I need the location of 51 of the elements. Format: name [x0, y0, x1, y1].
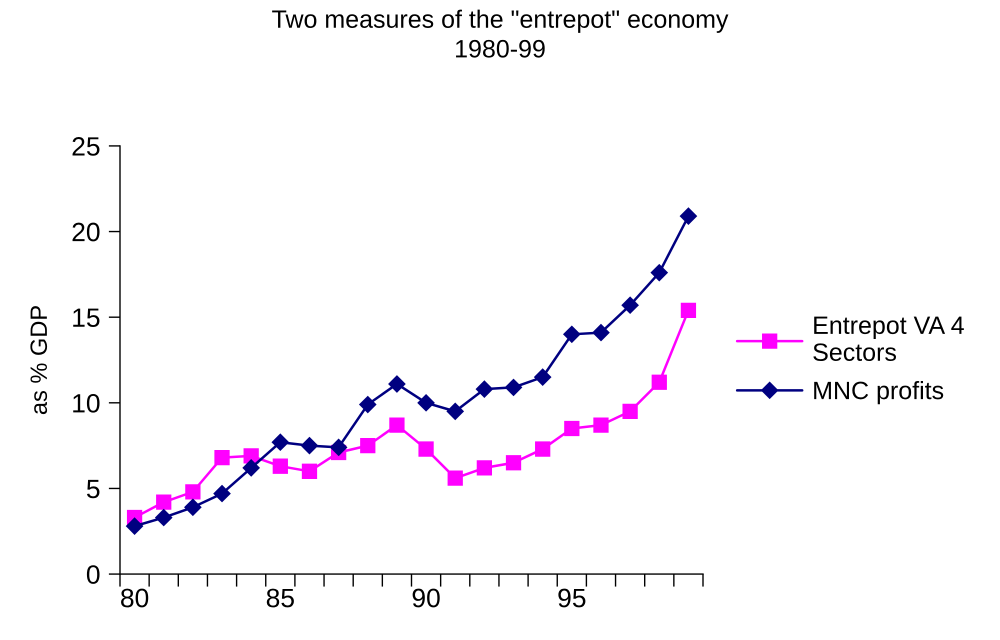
point — [652, 374, 667, 390]
point — [126, 518, 144, 535]
point — [564, 420, 580, 436]
point — [622, 296, 639, 314]
point — [330, 438, 348, 456]
point — [535, 441, 550, 457]
point — [650, 264, 668, 282]
point — [156, 494, 172, 510]
chart-title: Two measures of the "entrepot" economy 1980-99 — [272, 10, 728, 58]
point — [593, 417, 609, 433]
y-axis-title: as % GDP — [30, 306, 48, 414]
y-tick-label: 0 — [86, 565, 100, 584]
point — [446, 402, 464, 420]
point — [592, 324, 610, 342]
point — [359, 396, 376, 414]
x-tick-label: 95 — [558, 588, 586, 608]
point — [680, 208, 697, 225]
x-tick-label: 80 — [121, 588, 148, 608]
point — [184, 498, 202, 516]
legend-label: Entrepot VA 4 Sectors — [813, 316, 964, 362]
point — [360, 438, 376, 454]
point — [622, 404, 638, 420]
point — [418, 441, 434, 457]
point — [476, 460, 492, 476]
x-tick-label: 90 — [412, 588, 440, 608]
y-tick-label: 5 — [86, 480, 100, 498]
point — [504, 378, 522, 396]
legend-label: MNC profits — [814, 380, 944, 404]
y-tick-label: 10 — [73, 394, 100, 413]
point — [476, 380, 493, 398]
x-tick-label: 85 — [266, 588, 294, 608]
point — [448, 470, 463, 486]
point — [389, 417, 405, 433]
point — [418, 394, 435, 412]
y-tick-label: 15 — [73, 308, 100, 328]
point — [563, 326, 580, 343]
point — [155, 509, 172, 526]
point — [680, 302, 696, 318]
point — [388, 375, 406, 393]
point — [272, 458, 288, 474]
point — [300, 437, 318, 454]
point — [534, 368, 552, 386]
point — [185, 484, 201, 500]
point — [214, 450, 230, 466]
point — [506, 455, 522, 470]
point — [272, 434, 289, 451]
point — [242, 459, 260, 476]
point — [302, 464, 318, 479]
y-tick-label: 20 — [72, 222, 100, 242]
point — [213, 485, 231, 502]
y-tick-label: 25 — [72, 137, 100, 156]
